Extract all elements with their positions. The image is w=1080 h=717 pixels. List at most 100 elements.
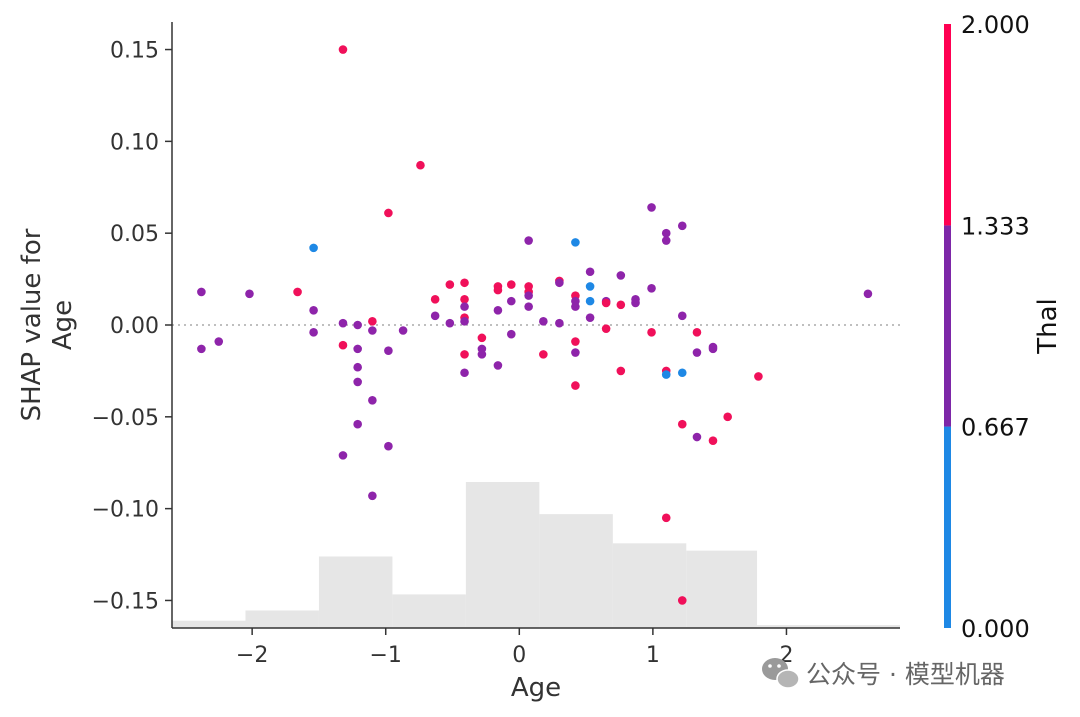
data-point-53 xyxy=(539,317,548,326)
data-point-83 xyxy=(661,370,671,379)
data-point-56 xyxy=(555,278,564,288)
data-point-25 xyxy=(398,326,408,335)
data-point-52 xyxy=(524,302,533,311)
data-point-24 xyxy=(384,441,393,451)
data-point-37 xyxy=(460,368,469,378)
scatter-points xyxy=(197,45,873,605)
data-point-94 xyxy=(708,344,718,354)
data-point-70 xyxy=(601,298,611,308)
data-point-10 xyxy=(338,318,348,328)
histogram-bin-1 xyxy=(172,620,246,628)
data-point-42 xyxy=(493,285,503,295)
data-point-86 xyxy=(677,311,687,321)
data-point-66 xyxy=(585,282,595,291)
data-point-73 xyxy=(616,300,626,310)
histogram-bin-5 xyxy=(465,482,540,628)
data-point-65 xyxy=(585,267,595,277)
colorbar-band-2 xyxy=(944,225,951,427)
data-point-18 xyxy=(368,317,377,326)
colorbar-tick-label: 2.000 xyxy=(961,11,1030,39)
histogram-bin-9 xyxy=(757,625,900,628)
data-point-79 xyxy=(647,328,656,337)
y-tick-label: 0.00 xyxy=(110,314,159,339)
data-point-29 xyxy=(445,280,455,289)
data-point-4 xyxy=(245,289,254,299)
colorbar-tick-label: 0.000 xyxy=(961,615,1030,643)
watermark-text: 公众号 · 模型机器 xyxy=(806,660,1005,689)
data-point-85 xyxy=(677,221,687,231)
data-point-19 xyxy=(368,326,377,335)
wechat-icon xyxy=(762,658,800,689)
data-point-72 xyxy=(616,271,626,280)
data-point-91 xyxy=(692,348,702,357)
data-point-88 xyxy=(677,419,687,429)
x-tick-label: 1 xyxy=(646,643,660,668)
data-point-81 xyxy=(661,236,671,245)
histogram-bin-3 xyxy=(318,556,393,628)
data-point-30 xyxy=(445,318,455,328)
data-point-20 xyxy=(368,395,377,405)
colorbar-title: Thal xyxy=(1033,298,1063,355)
data-point-98 xyxy=(863,289,873,299)
data-point-33 xyxy=(460,302,469,311)
data-point-87 xyxy=(677,368,687,378)
data-point-16 xyxy=(353,377,362,387)
data-point-77 xyxy=(647,203,656,212)
data-point-67 xyxy=(585,296,595,306)
x-tick-label: −1 xyxy=(370,643,402,668)
data-point-23 xyxy=(384,346,393,356)
data-point-3 xyxy=(214,337,224,346)
data-point-13 xyxy=(353,320,362,330)
data-point-61 xyxy=(571,302,580,311)
histogram-bin-7 xyxy=(612,543,687,628)
data-point-97 xyxy=(754,372,763,381)
data-point-68 xyxy=(585,313,595,322)
data-point-7 xyxy=(309,306,318,315)
data-point-31 xyxy=(460,278,469,288)
data-point-78 xyxy=(647,283,656,293)
x-tick-label: 0 xyxy=(512,643,526,668)
data-point-17 xyxy=(353,419,362,429)
colorbar-tick-label: 1.333 xyxy=(961,212,1030,240)
colorbar-tick-label: 0.667 xyxy=(961,414,1030,442)
data-point-58 xyxy=(571,238,580,247)
data-point-46 xyxy=(506,296,516,306)
data-point-14 xyxy=(353,344,362,354)
data-point-5 xyxy=(293,287,302,297)
data-point-26 xyxy=(416,160,425,170)
data-point-45 xyxy=(506,280,516,289)
y-tick-label: −0.10 xyxy=(92,498,159,523)
colorbar-labels: 2.000 1.333 0.667 0.000 xyxy=(961,11,1030,643)
data-point-64 xyxy=(571,381,580,390)
data-point-32 xyxy=(460,294,469,304)
y-axis-title-text: SHAP value forAge xyxy=(17,228,78,421)
data-point-8 xyxy=(309,328,318,337)
data-point-71 xyxy=(601,324,611,333)
histogram-bin-2 xyxy=(245,610,319,628)
data-point-43 xyxy=(493,306,503,315)
data-point-44 xyxy=(493,361,503,370)
data-point-95 xyxy=(708,436,718,445)
data-point-2 xyxy=(197,344,206,354)
watermark: 公众号 · 模型机器 xyxy=(762,658,1005,689)
data-point-36 xyxy=(460,350,469,359)
x-axis-title: Age xyxy=(511,673,561,703)
x-tick-label: −2 xyxy=(236,643,268,668)
colorbar-band-3 xyxy=(944,24,951,226)
data-point-6 xyxy=(309,243,318,253)
data-point-51 xyxy=(524,291,533,300)
data-point-92 xyxy=(692,432,702,442)
data-point-89 xyxy=(677,596,687,605)
histogram-bin-4 xyxy=(392,594,466,628)
y-tick-label: −0.15 xyxy=(92,589,159,614)
data-point-9 xyxy=(338,45,348,54)
y-tick-label: −0.05 xyxy=(92,406,159,431)
data-point-47 xyxy=(506,329,516,339)
histogram-bin-8 xyxy=(686,550,758,628)
y-axis-title-line: Age xyxy=(48,300,78,350)
data-point-48 xyxy=(524,236,533,245)
colorbar-bands xyxy=(944,24,951,628)
data-point-57 xyxy=(555,318,564,328)
colorbar: 2.000 1.333 0.667 0.000 Thal xyxy=(944,11,1063,643)
